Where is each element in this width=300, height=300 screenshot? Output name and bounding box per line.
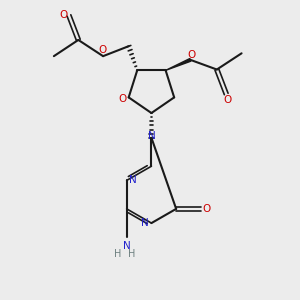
Text: H: H [115,249,122,259]
Text: O: O [203,204,211,214]
Text: O: O [188,50,196,60]
Text: O: O [98,46,106,56]
Polygon shape [166,58,191,70]
Text: N: N [123,241,130,251]
Text: O: O [224,95,232,105]
Text: N: N [141,218,149,228]
Text: H: H [128,249,136,259]
Text: O: O [59,11,68,20]
Text: N: N [148,131,155,141]
Text: O: O [118,94,127,104]
Text: N: N [129,176,137,185]
